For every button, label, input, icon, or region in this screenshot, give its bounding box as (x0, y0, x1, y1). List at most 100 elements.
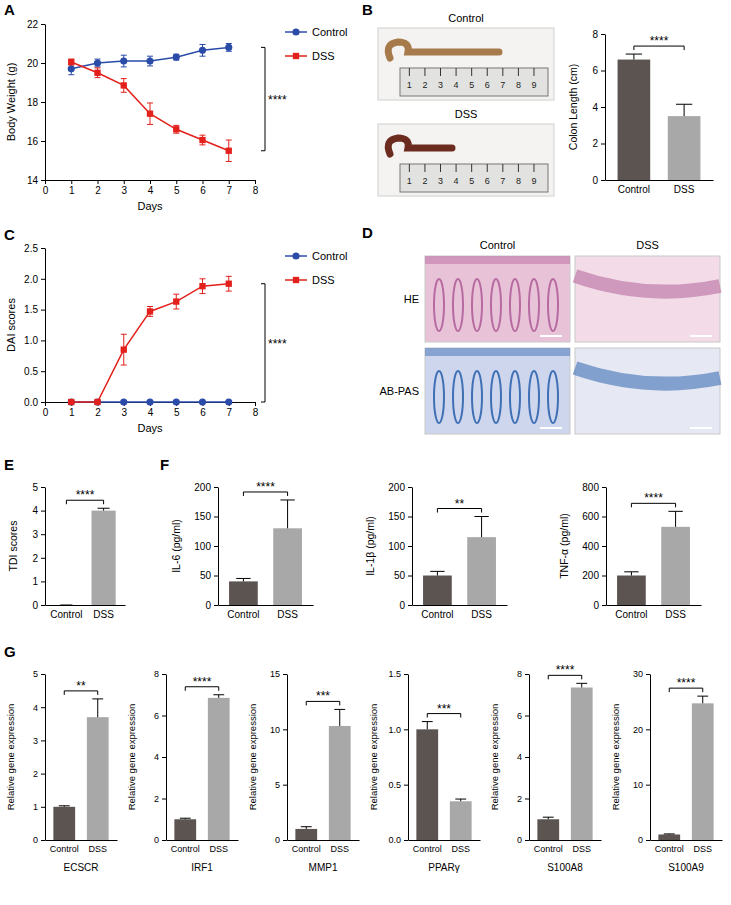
tick-label: 3 (121, 185, 127, 196)
significance: ** (76, 679, 86, 693)
tick-label: Control (171, 844, 200, 854)
tick: 0 (592, 175, 605, 186)
tick: 2 (33, 769, 45, 779)
tick-mark (124, 180, 125, 184)
tick: 0.5 (388, 780, 408, 790)
axis-title: S100A8 (547, 862, 583, 873)
axis: 050100150200 (194, 482, 218, 611)
tick-mark (404, 674, 408, 675)
axis-line (46, 605, 126, 606)
figure: A0123456781416182022DaysBody Weight (g)C… (0, 0, 731, 905)
tick-label: 200 (194, 482, 211, 493)
tick: 2 (592, 138, 605, 149)
tick-mark (162, 674, 166, 675)
axis-title: IRF1 (191, 862, 213, 873)
ruler-number: 3 (438, 80, 443, 90)
tick: 6 (154, 711, 166, 721)
tick: 150 (388, 511, 412, 522)
tick-label: 0 (638, 835, 643, 845)
tick-mark (162, 757, 166, 758)
tick: Control (50, 609, 82, 620)
axis: ControlDSS (413, 606, 508, 621)
column-label: Control (480, 239, 515, 251)
error-bar (664, 833, 675, 835)
panel-letter: G (4, 643, 16, 660)
tick-mark (646, 729, 650, 730)
tick-mark (601, 34, 605, 35)
legend-label: DSS (312, 50, 335, 62)
plot-area (68, 276, 233, 405)
tick-label: 14 (27, 175, 39, 186)
error-bar (173, 125, 179, 133)
tick-mark (41, 707, 45, 708)
ruler-tick (487, 164, 488, 172)
tick-mark (404, 840, 408, 841)
tick-label: 400 (582, 541, 599, 552)
tick-label: 0 (275, 835, 280, 845)
axis: ControlDSS (46, 841, 118, 855)
axis: 02468 (154, 669, 167, 845)
bracket (261, 47, 265, 150)
axis-line (287, 675, 288, 841)
tick: 0.0 (388, 835, 408, 845)
tick-mark (150, 180, 151, 184)
tick-mark (41, 605, 45, 606)
axis-title: PPARγ (428, 862, 460, 873)
marker (94, 398, 101, 405)
tick-label: 8 (592, 29, 598, 40)
tick-mark (602, 605, 606, 606)
marker (199, 47, 206, 54)
tick: 0.5 (24, 366, 45, 377)
axis-title: ECSCR (63, 862, 98, 873)
tick-label: 4 (592, 102, 598, 113)
tick-label: DSS (674, 184, 695, 195)
colon (388, 42, 499, 58)
tick-mark (41, 740, 45, 741)
error-bar (334, 709, 345, 726)
tick-label: DSS (471, 609, 492, 620)
tick-label: Control (655, 844, 684, 854)
tick-label: 2 (95, 407, 101, 418)
bar (668, 116, 701, 180)
tick: DSS (674, 184, 695, 195)
axis-title: Relative gene expression (610, 704, 621, 811)
error-bar (200, 279, 206, 294)
tick: 0.0 (24, 397, 45, 408)
marker (68, 65, 75, 72)
tick-label: 6 (200, 407, 206, 418)
histology-image (575, 256, 720, 342)
error-bar (226, 44, 232, 52)
error-bar (95, 68, 101, 78)
tick-label: 200 (582, 570, 599, 581)
error-bar (430, 571, 444, 575)
tick-label: 200 (388, 482, 405, 493)
tick-mark (283, 785, 287, 786)
axis: ControlDSS (46, 606, 126, 621)
tick-label: 1.0 (388, 725, 401, 735)
panel-letter: D (362, 224, 373, 241)
tick-mark (162, 716, 166, 717)
tick-label: 8 (154, 669, 159, 679)
tick-mark (203, 180, 204, 184)
axis: 051015 (270, 669, 288, 845)
tick-mark (162, 799, 166, 800)
axis: 012345678 (43, 180, 259, 196)
marker (199, 283, 205, 289)
tick-label: 5 (174, 185, 180, 196)
ruler-number: 5 (469, 80, 474, 90)
ruler-tick (471, 68, 472, 76)
bar (208, 698, 230, 840)
tick-label: 1.5 (388, 669, 401, 679)
tick-label: 600 (582, 511, 599, 522)
bar (329, 726, 351, 840)
error-bar (60, 605, 72, 606)
bar (423, 576, 452, 606)
tick-label: 4 (148, 185, 154, 196)
crypt (510, 371, 520, 423)
marker (146, 398, 153, 405)
tick-label: 7 (226, 407, 232, 418)
ruler-tick (424, 68, 425, 76)
error-bar (59, 805, 70, 807)
tick-mark (404, 785, 408, 786)
error-bar (121, 55, 127, 67)
